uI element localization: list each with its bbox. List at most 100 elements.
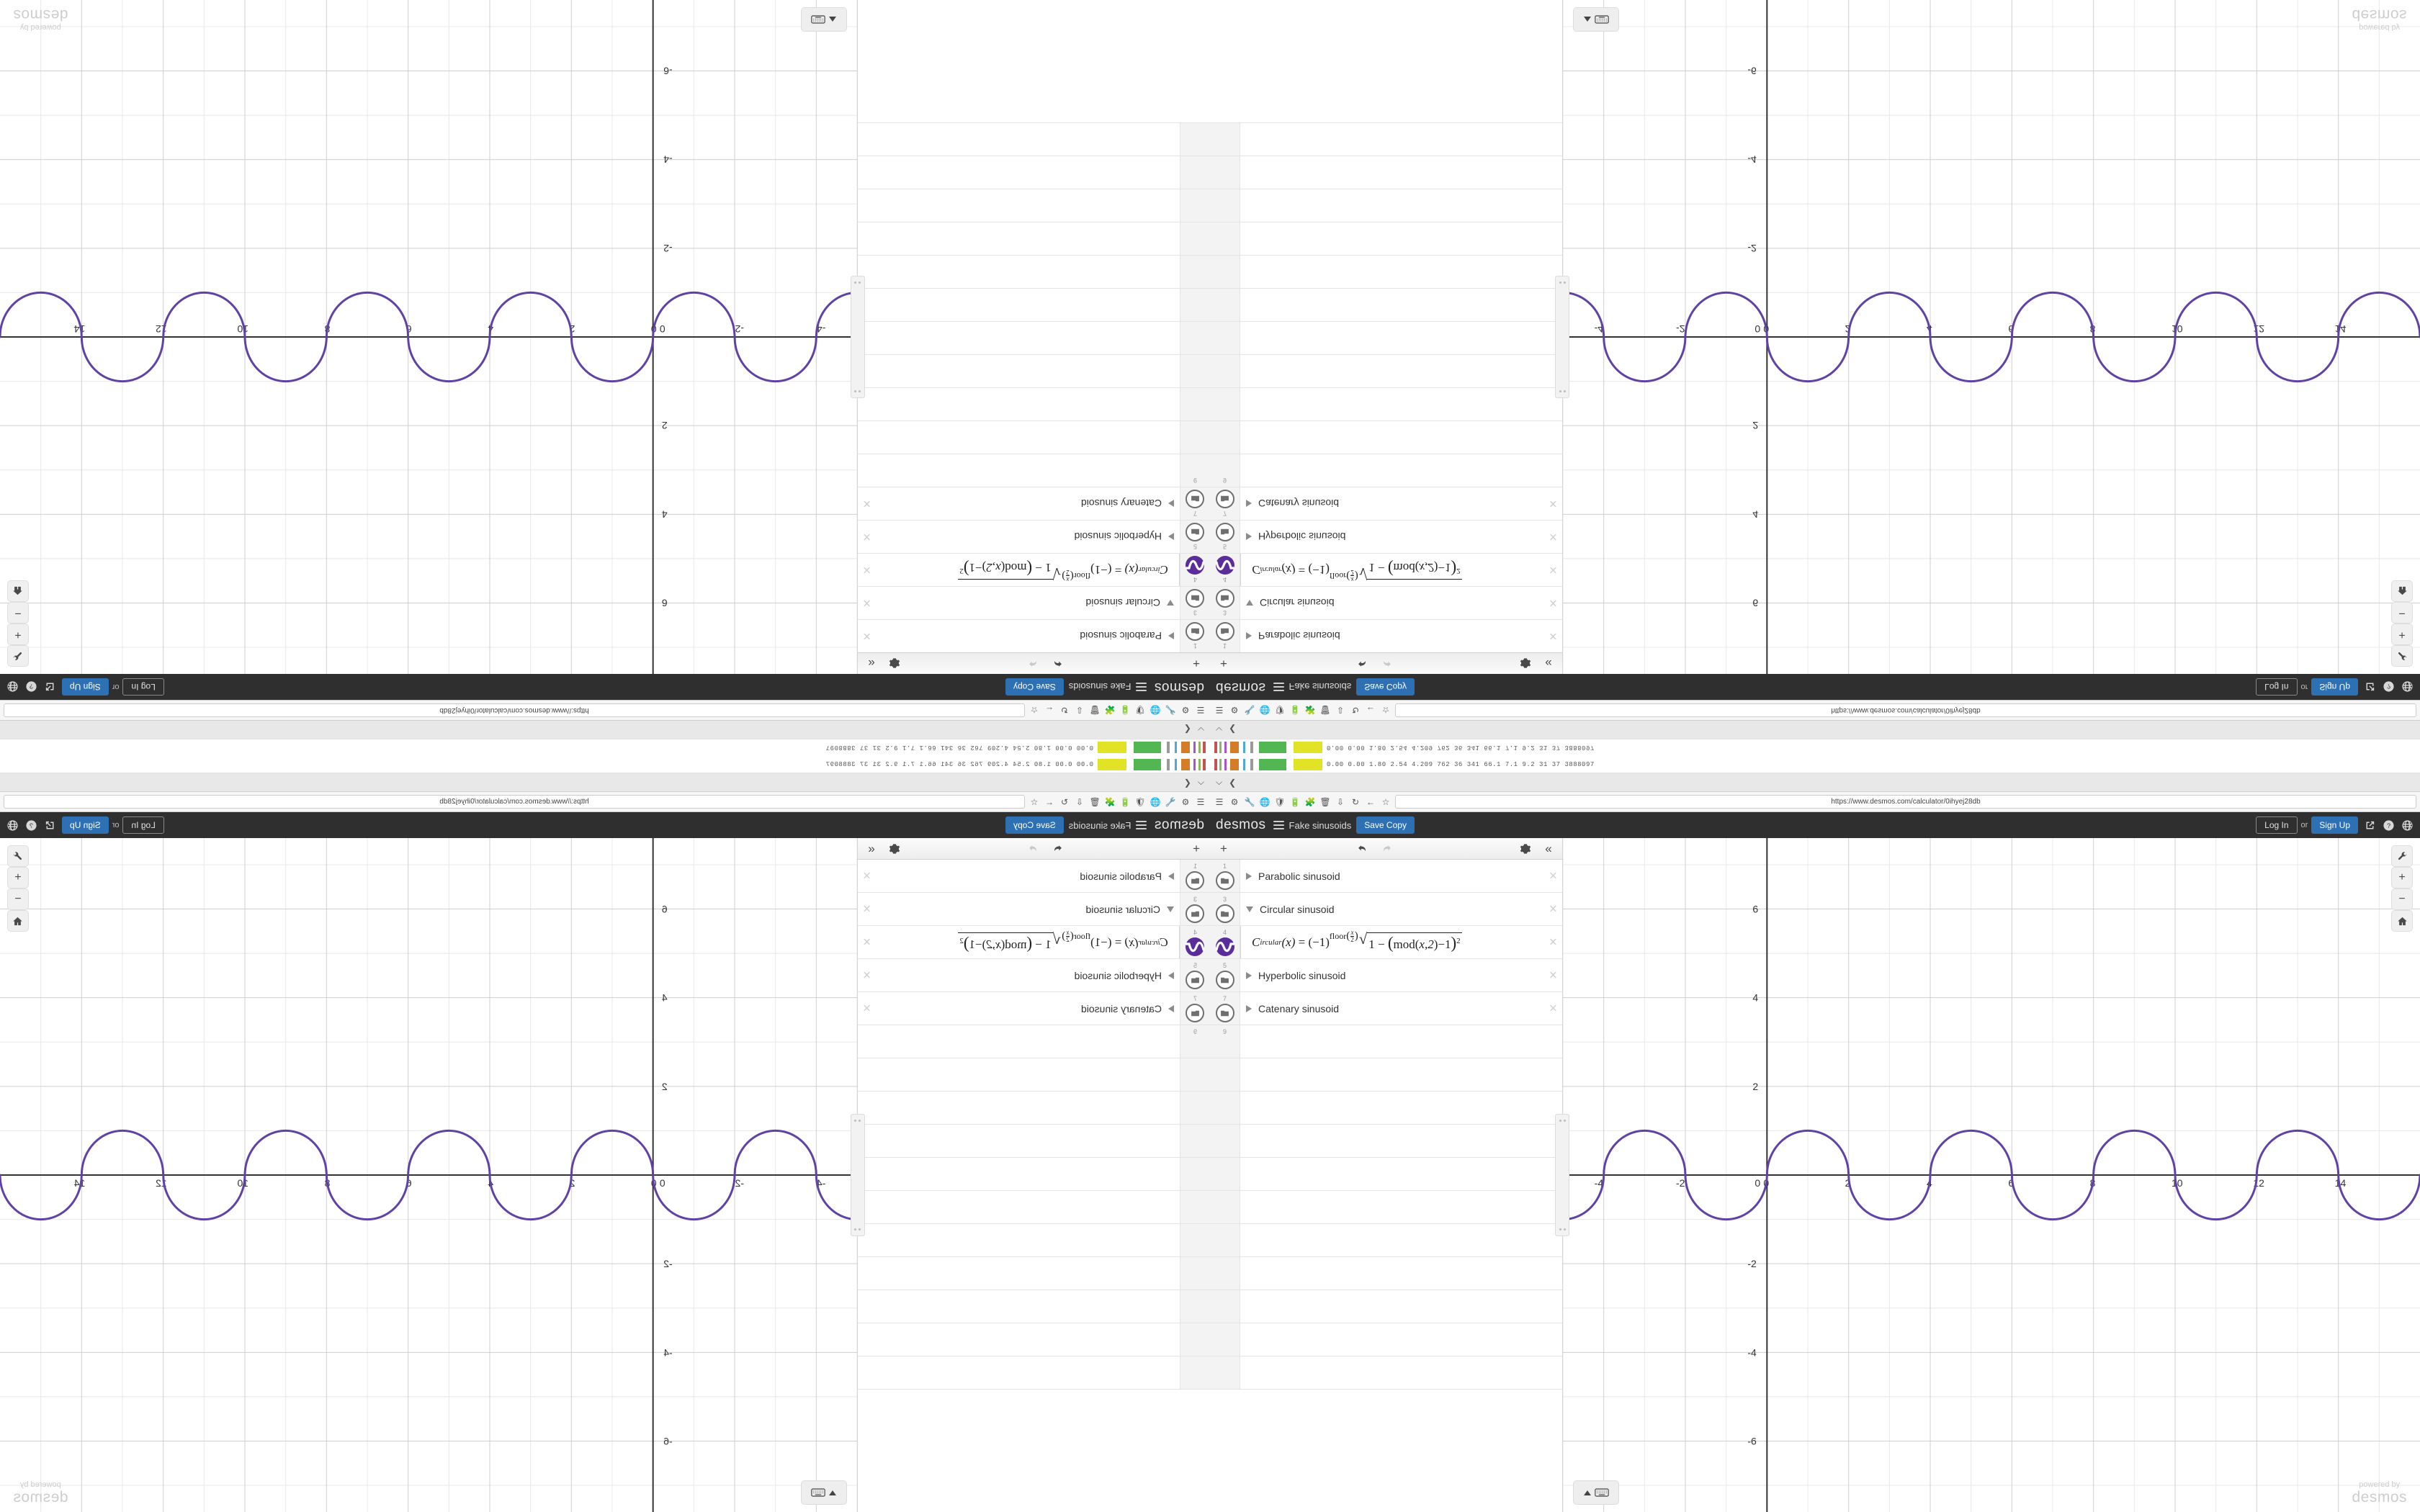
- folder-icon[interactable]: [1215, 523, 1234, 541]
- expression-row[interactable]: 5 Hyperbolic sinusoid ×: [858, 520, 1210, 553]
- hamburger-menu-icon[interactable]: ☰: [1196, 705, 1205, 716]
- expression-row[interactable]: 5 Hyperbolic sinusoid ×: [1210, 520, 1562, 553]
- share-icon[interactable]: [43, 818, 58, 832]
- reload-icon[interactable]: ↻: [1060, 796, 1069, 807]
- expression-menu-icon[interactable]: [1273, 683, 1284, 691]
- row-content[interactable]: Parabolic sinusoid ×: [858, 620, 1180, 652]
- url-field[interactable]: https://www.desmos.com/calculator/0ihyej…: [1395, 703, 2416, 717]
- home-icon[interactable]: [2391, 910, 2413, 932]
- login-button[interactable]: Log In: [2256, 816, 2298, 834]
- expression-row-empty[interactable]: [858, 1356, 1210, 1390]
- sine-curve-icon[interactable]: [1186, 556, 1205, 575]
- browser-url-bar[interactable]: ☰ ⚙ 🔧 🌐 🛡 🔋 🧩 🗑 ⇩ ↻ ← ☆ https://www.desm…: [1210, 792, 2420, 812]
- url-field[interactable]: https://www.desmos.com/calculator/0ihyej…: [1395, 795, 2416, 809]
- row-content[interactable]: Hyperbolic sinusoid ×: [1240, 959, 1562, 991]
- expression-row-empty[interactable]: 9: [1210, 454, 1562, 487]
- document-title[interactable]: Fake sinusoids: [1068, 819, 1131, 831]
- zoom-in-button[interactable]: +: [2391, 867, 2413, 888]
- share-icon[interactable]: [43, 680, 58, 694]
- signup-button[interactable]: Sign Up: [62, 816, 109, 834]
- expression-row-empty[interactable]: [858, 1158, 1210, 1191]
- chevron-right-icon[interactable]: [1168, 1004, 1174, 1012]
- globe-icon[interactable]: [2400, 680, 2414, 694]
- row-content[interactable]: [1240, 1025, 1562, 1058]
- sine-curve-icon[interactable]: [1215, 556, 1234, 575]
- tab-scroll-left-icon[interactable]: ⌵: [1216, 777, 1223, 787]
- folder-icon[interactable]: [1186, 1004, 1205, 1022]
- zoom-in-button[interactable]: +: [7, 624, 29, 645]
- url-field[interactable]: https://www.desmos.com/calculator/0ihyej…: [4, 795, 1025, 809]
- chevron-right-icon[interactable]: [1168, 971, 1174, 979]
- row-content[interactable]: [858, 1092, 1180, 1124]
- star-icon[interactable]: ☆: [1030, 796, 1039, 807]
- row-content[interactable]: Hyperbolic sinusoid ×: [1240, 521, 1562, 553]
- download-icon[interactable]: ⇩: [1336, 705, 1345, 716]
- wrench-icon[interactable]: [7, 845, 29, 867]
- keyboard-icon[interactable]: [1573, 1480, 1619, 1505]
- row-content[interactable]: [1240, 256, 1562, 288]
- back-arrow-icon[interactable]: ←: [1045, 796, 1054, 807]
- globe-icon[interactable]: 🌐: [1259, 705, 1270, 716]
- expression-row-empty[interactable]: [1210, 1323, 1562, 1356]
- folder-icon[interactable]: [1215, 589, 1234, 608]
- folder-icon[interactable]: [1215, 1004, 1234, 1022]
- wrench-icon[interactable]: 🔧: [1165, 796, 1176, 807]
- shield-icon[interactable]: 🛡: [1274, 796, 1286, 807]
- browser-url-bar[interactable]: ☰ ⚙ 🔧 🌐 🛡 🔋 🧩 🗑 ⇩ ↻ ← ☆ https://www.desm…: [0, 792, 1210, 812]
- expression-row-empty[interactable]: [1210, 354, 1562, 387]
- expression-row-empty[interactable]: [858, 189, 1210, 222]
- expression-row-empty[interactable]: [1210, 1092, 1562, 1125]
- wrench-icon[interactable]: 🔧: [1244, 705, 1255, 716]
- chevron-right-icon[interactable]: [1168, 872, 1174, 880]
- chevron-right-icon[interactable]: [1246, 1004, 1252, 1012]
- trash-icon[interactable]: 🗑: [1089, 705, 1101, 716]
- browser-tab-strip[interactable]: ⌵ ❮: [0, 773, 1210, 792]
- row-content[interactable]: Parabolic sinusoid ×: [858, 860, 1180, 892]
- zoom-out-button[interactable]: −: [7, 602, 29, 624]
- expression-list[interactable]: 1 Parabolic sinusoid × 3 Circular sinusoid × 4…: [1210, 0, 1562, 652]
- expression-row[interactable]: 5 Hyperbolic sinusoid ×: [1210, 959, 1562, 992]
- gear-icon[interactable]: ⚙: [1230, 705, 1239, 716]
- expression-row-empty[interactable]: [858, 1058, 1210, 1092]
- row-content[interactable]: [1240, 1191, 1562, 1223]
- signup-button[interactable]: Sign Up: [62, 678, 109, 696]
- reload-icon[interactable]: ↻: [1060, 705, 1069, 716]
- row-content[interactable]: [858, 1125, 1180, 1157]
- folder-icon[interactable]: [1186, 490, 1205, 508]
- row-content[interactable]: [858, 222, 1180, 255]
- delete-row-button[interactable]: ×: [1549, 595, 1557, 611]
- expression-row[interactable]: 1 Parabolic sinusoid ×: [1210, 619, 1562, 652]
- collapse-panel-button[interactable]: «: [868, 841, 875, 855]
- expression-row-empty[interactable]: [1210, 1224, 1562, 1257]
- globe-icon[interactable]: 🌐: [1150, 705, 1161, 716]
- row-content[interactable]: [858, 1158, 1180, 1190]
- expression-row[interactable]: 3 Circular sinusoid ×: [858, 893, 1210, 926]
- expression-row-empty[interactable]: [1210, 1290, 1562, 1323]
- tab-scroll-prev-icon[interactable]: ❮: [1229, 724, 1237, 735]
- row-content[interactable]: Circular sinusoid ×: [858, 893, 1180, 925]
- panel-resize-handle[interactable]: [1555, 1114, 1569, 1236]
- expression-row[interactable]: 5 Hyperbolic sinusoid ×: [858, 959, 1210, 992]
- row-content[interactable]: Catenary sinusoid ×: [858, 992, 1180, 1025]
- battery-icon[interactable]: 🔋: [1119, 705, 1131, 716]
- trash-icon[interactable]: 🗑: [1089, 796, 1101, 807]
- trash-icon[interactable]: 🗑: [1319, 705, 1331, 716]
- expression-row-empty[interactable]: 9: [858, 454, 1210, 487]
- expression-row-empty[interactable]: [858, 288, 1210, 321]
- globe-icon[interactable]: 🌐: [1259, 796, 1270, 807]
- row-content[interactable]: [1240, 1092, 1562, 1124]
- share-icon[interactable]: [2362, 818, 2377, 832]
- folder-icon[interactable]: [1186, 971, 1205, 989]
- row-content[interactable]: [858, 123, 1180, 156]
- expression-row-empty[interactable]: [1210, 1125, 1562, 1158]
- expression-row-empty[interactable]: [1210, 288, 1562, 321]
- row-content[interactable]: [858, 388, 1180, 420]
- login-button[interactable]: Log In: [122, 678, 164, 696]
- expression-row-empty[interactable]: [858, 420, 1210, 454]
- zoom-out-button[interactable]: −: [2391, 602, 2413, 624]
- row-content[interactable]: [858, 1224, 1180, 1256]
